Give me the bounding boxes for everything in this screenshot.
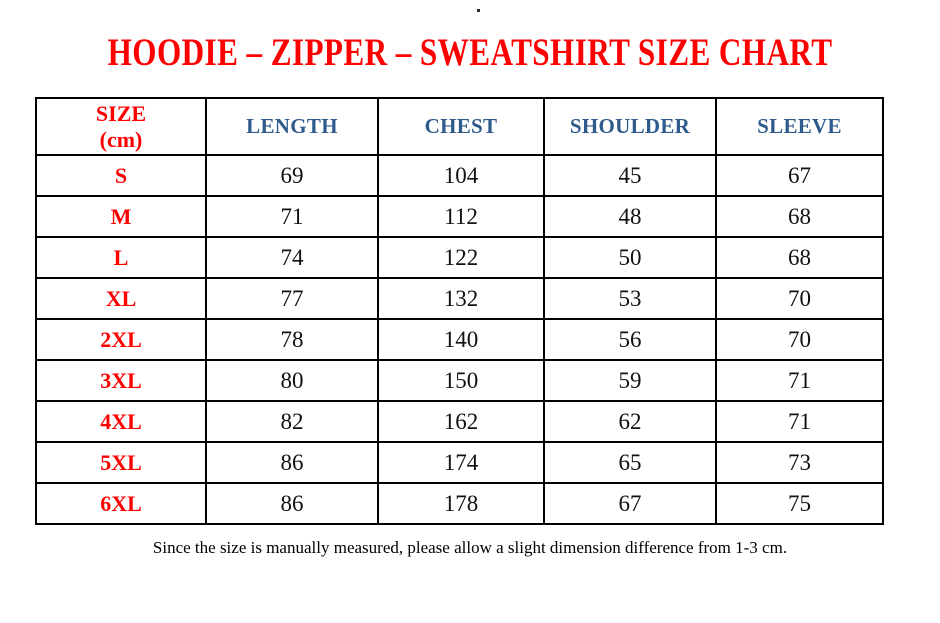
size-cell: XL <box>35 277 207 320</box>
size-cell: S <box>35 154 207 197</box>
length-cell: 80 <box>205 359 379 402</box>
shoulder-cell: 59 <box>543 359 717 402</box>
chest-cell: 174 <box>377 441 545 484</box>
size-cell: M <box>35 195 207 238</box>
size-cell: 3XL <box>35 359 207 402</box>
size-cell: 5XL <box>35 441 207 484</box>
sleeve-cell: 70 <box>715 318 884 361</box>
chest-cell: 150 <box>377 359 545 402</box>
length-cell: 78 <box>205 318 379 361</box>
length-cell: 77 <box>205 277 379 320</box>
sleeve-cell: 68 <box>715 195 884 238</box>
shoulder-cell: 53 <box>543 277 717 320</box>
size-column-header: SIZE (cm) <box>35 97 207 156</box>
length-cell: 86 <box>205 441 379 484</box>
length-column-header: LENGTH <box>205 97 379 156</box>
shoulder-cell: 45 <box>543 154 717 197</box>
table-row: 2XL 78 140 56 70 <box>35 318 884 361</box>
size-chart-table: SIZE (cm) LENGTH CHEST SHOULDER SLEEVE S… <box>35 97 884 525</box>
chest-cell: 112 <box>377 195 545 238</box>
size-header-line1: SIZE <box>95 101 147 127</box>
chest-cell: 162 <box>377 400 545 443</box>
size-cell: 6XL <box>35 482 207 525</box>
sleeve-column-header: SLEEVE <box>715 97 884 156</box>
shoulder-cell: 67 <box>543 482 717 525</box>
header-row: SIZE (cm) LENGTH CHEST SHOULDER SLEEVE <box>35 97 884 156</box>
table-row: L 74 122 50 68 <box>35 236 884 279</box>
chest-cell: 178 <box>377 482 545 525</box>
table-row: M 71 112 48 68 <box>35 195 884 238</box>
page-title: HOODIE – ZIPPER – SWEATSHIRT SIZE CHART <box>0 31 940 74</box>
shoulder-cell: 65 <box>543 441 717 484</box>
sleeve-cell: 70 <box>715 277 884 320</box>
page-title-text: HOODIE – ZIPPER – SWEATSHIRT SIZE CHART <box>107 31 833 74</box>
chest-cell: 140 <box>377 318 545 361</box>
shoulder-cell: 50 <box>543 236 717 279</box>
table-row: 3XL 80 150 59 71 <box>35 359 884 402</box>
sleeve-cell: 67 <box>715 154 884 197</box>
shoulder-cell: 48 <box>543 195 717 238</box>
sleeve-cell: 73 <box>715 441 884 484</box>
length-cell: 69 <box>205 154 379 197</box>
chest-cell: 122 <box>377 236 545 279</box>
shoulder-column-header: SHOULDER <box>543 97 717 156</box>
sleeve-cell: 71 <box>715 359 884 402</box>
chest-cell: 132 <box>377 277 545 320</box>
size-cell: L <box>35 236 207 279</box>
sleeve-cell: 68 <box>715 236 884 279</box>
length-cell: 74 <box>205 236 379 279</box>
size-cell: 4XL <box>35 400 207 443</box>
table-row: 4XL 82 162 62 71 <box>35 400 884 443</box>
table-row: S 69 104 45 67 <box>35 154 884 197</box>
table-row: 5XL 86 174 65 73 <box>35 441 884 484</box>
shoulder-cell: 62 <box>543 400 717 443</box>
length-cell: 82 <box>205 400 379 443</box>
chest-cell: 104 <box>377 154 545 197</box>
length-cell: 71 <box>205 195 379 238</box>
size-cell: 2XL <box>35 318 207 361</box>
length-cell: 86 <box>205 482 379 525</box>
stray-dot-mark <box>477 9 480 12</box>
size-header-line2: (cm) <box>99 126 143 152</box>
chest-column-header: CHEST <box>377 97 545 156</box>
shoulder-cell: 56 <box>543 318 717 361</box>
sleeve-cell: 71 <box>715 400 884 443</box>
sleeve-cell: 75 <box>715 482 884 525</box>
measurement-disclaimer-note: Since the size is manually measured, ple… <box>152 538 788 557</box>
table-row: XL 77 132 53 70 <box>35 277 884 320</box>
table-row: 6XL 86 178 67 75 <box>35 482 884 525</box>
